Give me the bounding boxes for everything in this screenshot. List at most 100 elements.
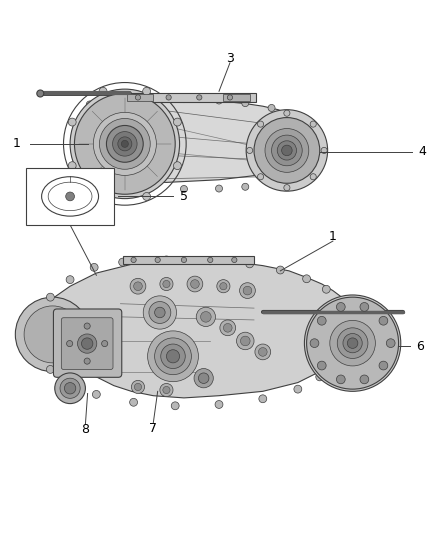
Circle shape xyxy=(276,266,284,274)
Circle shape xyxy=(66,276,74,284)
Circle shape xyxy=(121,140,128,147)
Circle shape xyxy=(166,350,180,363)
Circle shape xyxy=(284,184,290,191)
Circle shape xyxy=(318,361,326,370)
Circle shape xyxy=(55,373,85,403)
Circle shape xyxy=(255,344,271,360)
Circle shape xyxy=(223,324,232,332)
Circle shape xyxy=(131,381,145,393)
Circle shape xyxy=(173,118,181,126)
Circle shape xyxy=(268,177,275,184)
Circle shape xyxy=(113,132,137,156)
Circle shape xyxy=(160,383,173,397)
Circle shape xyxy=(60,378,80,398)
Circle shape xyxy=(307,297,399,389)
Circle shape xyxy=(37,90,44,97)
Circle shape xyxy=(130,278,146,294)
Circle shape xyxy=(64,378,72,386)
Circle shape xyxy=(148,331,198,382)
Circle shape xyxy=(78,334,97,353)
Circle shape xyxy=(220,282,227,290)
Circle shape xyxy=(258,121,264,127)
Circle shape xyxy=(201,312,211,322)
Circle shape xyxy=(70,89,180,199)
Circle shape xyxy=(180,96,187,103)
Circle shape xyxy=(242,183,249,190)
Circle shape xyxy=(106,125,143,162)
Circle shape xyxy=(141,96,148,103)
Circle shape xyxy=(24,306,81,363)
Circle shape xyxy=(171,402,179,410)
Circle shape xyxy=(155,257,160,263)
Text: 1: 1 xyxy=(13,138,21,150)
Circle shape xyxy=(82,175,89,182)
Circle shape xyxy=(163,386,170,394)
Circle shape xyxy=(206,257,214,265)
Circle shape xyxy=(321,147,327,154)
Circle shape xyxy=(160,278,173,290)
Circle shape xyxy=(74,93,175,194)
Circle shape xyxy=(322,285,330,293)
Circle shape xyxy=(379,361,388,370)
Circle shape xyxy=(99,87,107,95)
Text: 3: 3 xyxy=(226,52,234,65)
Bar xyxy=(123,255,254,264)
Circle shape xyxy=(310,121,316,127)
Circle shape xyxy=(304,295,401,391)
Circle shape xyxy=(259,395,267,403)
Circle shape xyxy=(310,174,316,180)
Circle shape xyxy=(243,286,252,295)
Circle shape xyxy=(343,334,362,353)
Circle shape xyxy=(197,95,202,100)
Circle shape xyxy=(240,336,250,346)
Circle shape xyxy=(215,185,223,192)
FancyBboxPatch shape xyxy=(61,318,113,369)
Circle shape xyxy=(208,257,213,263)
Circle shape xyxy=(247,147,253,154)
Circle shape xyxy=(258,174,264,180)
Circle shape xyxy=(272,135,302,166)
Polygon shape xyxy=(77,99,320,182)
Circle shape xyxy=(66,192,74,201)
Circle shape xyxy=(215,97,223,104)
Circle shape xyxy=(155,307,165,318)
Circle shape xyxy=(318,317,326,325)
Text: 6: 6 xyxy=(417,340,424,353)
Bar xyxy=(127,94,153,101)
Circle shape xyxy=(130,398,138,406)
Circle shape xyxy=(90,263,98,271)
Circle shape xyxy=(330,320,375,366)
Circle shape xyxy=(181,257,187,263)
Text: 7: 7 xyxy=(149,422,157,435)
Circle shape xyxy=(336,303,345,311)
Circle shape xyxy=(166,95,171,100)
Circle shape xyxy=(131,257,136,263)
Circle shape xyxy=(246,110,328,191)
Circle shape xyxy=(316,373,324,381)
Bar xyxy=(125,93,256,102)
Circle shape xyxy=(134,282,142,290)
Circle shape xyxy=(360,303,369,311)
Circle shape xyxy=(173,161,181,169)
Circle shape xyxy=(15,297,90,372)
Circle shape xyxy=(258,348,267,356)
Circle shape xyxy=(246,260,254,268)
Circle shape xyxy=(119,258,127,266)
Circle shape xyxy=(282,145,292,156)
Circle shape xyxy=(337,328,368,359)
Circle shape xyxy=(161,344,185,368)
Circle shape xyxy=(196,307,215,327)
Circle shape xyxy=(93,112,156,175)
Polygon shape xyxy=(33,260,342,398)
Circle shape xyxy=(163,280,170,288)
Circle shape xyxy=(198,373,209,383)
Circle shape xyxy=(46,293,54,301)
Circle shape xyxy=(102,180,109,187)
Circle shape xyxy=(284,110,290,116)
Circle shape xyxy=(240,282,255,298)
Circle shape xyxy=(68,118,76,126)
Circle shape xyxy=(86,101,93,108)
Circle shape xyxy=(155,338,191,375)
Bar xyxy=(223,94,250,101)
Text: 8: 8 xyxy=(81,423,89,436)
